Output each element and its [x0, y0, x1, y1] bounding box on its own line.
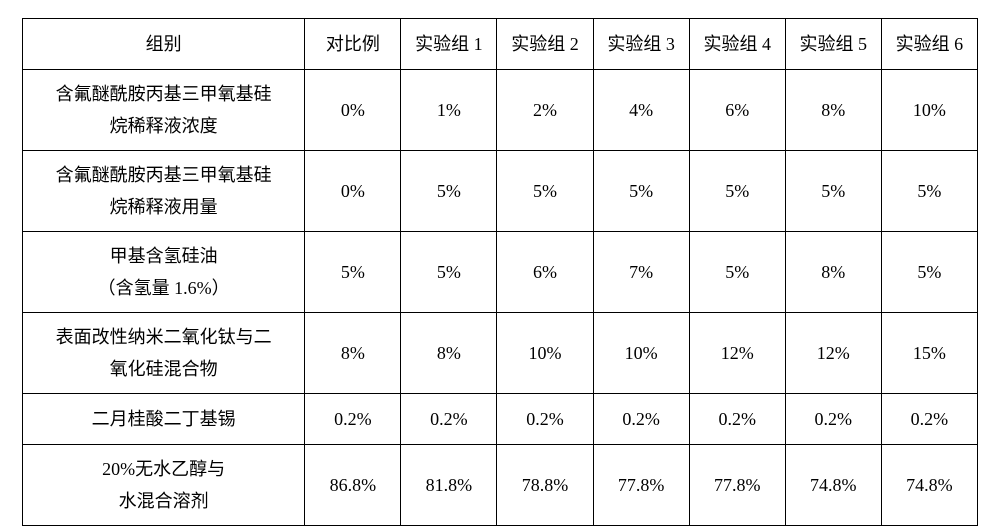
row-label-line: 甲基含氢硅油	[110, 246, 218, 266]
cell: 0.2%	[497, 394, 593, 445]
cell: 8%	[305, 313, 401, 394]
col-header-exp5: 实验组 5	[785, 19, 881, 70]
cell: 1%	[401, 70, 497, 151]
col-header-exp2: 实验组 2	[497, 19, 593, 70]
table-row: 甲基含氢硅油 （含氢量 1.6%） 5% 5% 6% 7% 5% 8% 5%	[23, 232, 978, 313]
cell: 81.8%	[401, 445, 497, 526]
cell: 5%	[497, 151, 593, 232]
cell: 5%	[401, 151, 497, 232]
table-row: 含氟醚酰胺丙基三甲氧基硅 烷稀释液浓度 0% 1% 2% 4% 6% 8% 10…	[23, 70, 978, 151]
cell: 74.8%	[785, 445, 881, 526]
data-table: 组别 对比例 实验组 1 实验组 2 实验组 3 实验组 4 实验组 5 实验组…	[22, 18, 978, 526]
table-row: 二月桂酸二丁基锡 0.2% 0.2% 0.2% 0.2% 0.2% 0.2% 0…	[23, 394, 978, 445]
cell: 5%	[401, 232, 497, 313]
cell: 4%	[593, 70, 689, 151]
cell: 74.8%	[881, 445, 977, 526]
cell: 0.2%	[305, 394, 401, 445]
cell: 2%	[497, 70, 593, 151]
table-row: 表面改性纳米二氧化钛与二 氧化硅混合物 8% 8% 10% 10% 12% 12…	[23, 313, 978, 394]
col-header-exp3: 实验组 3	[593, 19, 689, 70]
row-label-line: 表面改性纳米二氧化钛与二	[56, 327, 272, 347]
cell: 8%	[401, 313, 497, 394]
row-label: 表面改性纳米二氧化钛与二 氧化硅混合物	[23, 313, 305, 394]
row-label-line: 二月桂酸二丁基锡	[92, 409, 236, 429]
col-header-exp6: 实验组 6	[881, 19, 977, 70]
table-row: 含氟醚酰胺丙基三甲氧基硅 烷稀释液用量 0% 5% 5% 5% 5% 5% 5%	[23, 151, 978, 232]
row-label-line: 含氟醚酰胺丙基三甲氧基硅	[56, 165, 272, 185]
cell: 5%	[593, 151, 689, 232]
table-row: 20%无水乙醇与 水混合溶剂 86.8% 81.8% 78.8% 77.8% 7…	[23, 445, 978, 526]
cell: 5%	[785, 151, 881, 232]
cell: 5%	[305, 232, 401, 313]
cell: 10%	[497, 313, 593, 394]
row-label-line: 含氟醚酰胺丙基三甲氧基硅	[56, 84, 272, 104]
row-label-line: 20%无水乙醇与	[102, 459, 225, 479]
cell: 5%	[689, 232, 785, 313]
col-header-exp4: 实验组 4	[689, 19, 785, 70]
cell: 78.8%	[497, 445, 593, 526]
row-label: 20%无水乙醇与 水混合溶剂	[23, 445, 305, 526]
cell: 0%	[305, 151, 401, 232]
col-header-control: 对比例	[305, 19, 401, 70]
cell: 7%	[593, 232, 689, 313]
cell: 12%	[785, 313, 881, 394]
table-header-row: 组别 对比例 实验组 1 实验组 2 实验组 3 实验组 4 实验组 5 实验组…	[23, 19, 978, 70]
cell: 0%	[305, 70, 401, 151]
cell: 0.2%	[881, 394, 977, 445]
cell: 8%	[785, 232, 881, 313]
row-label: 含氟醚酰胺丙基三甲氧基硅 烷稀释液浓度	[23, 70, 305, 151]
cell: 6%	[689, 70, 785, 151]
row-label-line: （含氢量 1.6%）	[98, 278, 230, 298]
col-header-exp1: 实验组 1	[401, 19, 497, 70]
cell: 0.2%	[593, 394, 689, 445]
row-label-line: 烷稀释液用量	[110, 197, 218, 217]
col-header-group: 组别	[23, 19, 305, 70]
cell: 12%	[689, 313, 785, 394]
cell: 0.2%	[401, 394, 497, 445]
row-label: 甲基含氢硅油 （含氢量 1.6%）	[23, 232, 305, 313]
row-label: 二月桂酸二丁基锡	[23, 394, 305, 445]
cell: 0.2%	[689, 394, 785, 445]
cell: 5%	[881, 232, 977, 313]
cell: 8%	[785, 70, 881, 151]
cell: 10%	[593, 313, 689, 394]
cell: 6%	[497, 232, 593, 313]
cell: 5%	[689, 151, 785, 232]
row-label-line: 氧化硅混合物	[110, 359, 218, 379]
cell: 86.8%	[305, 445, 401, 526]
cell: 77.8%	[593, 445, 689, 526]
row-label: 含氟醚酰胺丙基三甲氧基硅 烷稀释液用量	[23, 151, 305, 232]
cell: 15%	[881, 313, 977, 394]
cell: 10%	[881, 70, 977, 151]
cell: 0.2%	[785, 394, 881, 445]
row-label-line: 烷稀释液浓度	[110, 116, 218, 136]
cell: 77.8%	[689, 445, 785, 526]
row-label-line: 水混合溶剂	[119, 491, 209, 511]
cell: 5%	[881, 151, 977, 232]
